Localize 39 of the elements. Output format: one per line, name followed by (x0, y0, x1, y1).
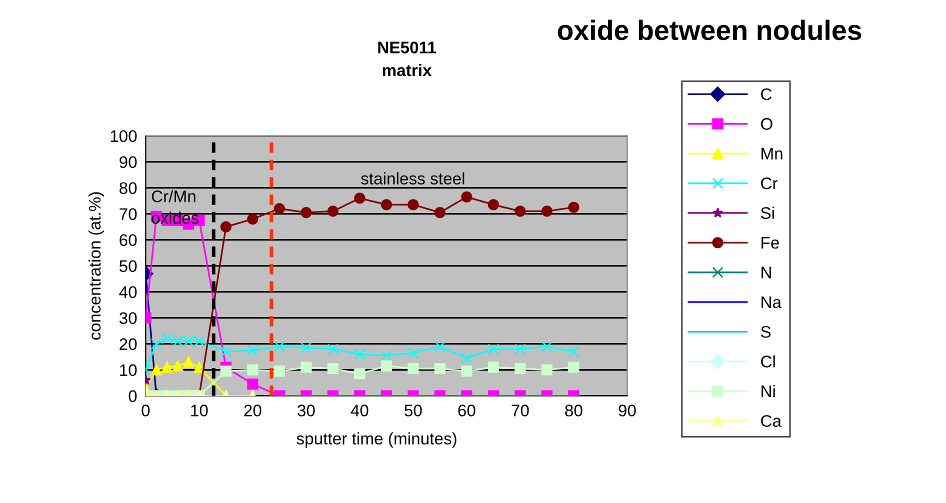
legend-label: Mn (762, 148, 782, 160)
y-tick-label: 40 (119, 286, 137, 298)
y-axis-title: concentration (at.%) (88, 192, 104, 340)
y-tick-label: 0 (128, 390, 137, 402)
x-tick-label: 90 (618, 404, 636, 416)
legend-label: N (762, 266, 771, 278)
y-tick-label: 90 (120, 156, 137, 168)
y-tick-label: 20 (120, 338, 137, 350)
legend-label: Ca (761, 415, 782, 427)
y-tick-label: 10 (120, 364, 137, 376)
x-tick-label: 10 (191, 404, 208, 416)
annotation: stainless steel (361, 172, 464, 184)
legend-label: Na (762, 296, 782, 308)
text: oxide between nodules (558, 20, 862, 40)
legend-label: Cl (761, 355, 775, 368)
y-tick-label: 80 (120, 182, 137, 194)
chart-subtitle: NE5011 matrix (378, 42, 436, 76)
x-axis-title: sputter time (minutes) (296, 432, 456, 448)
y-tick-label: 30 (119, 312, 137, 324)
x-tick-label: 30 (298, 404, 315, 416)
legend-label: Ni (762, 384, 775, 398)
x-tick-label: 40 (350, 404, 368, 416)
legend-label: C (761, 88, 772, 100)
x-tick-label: 0 (142, 404, 150, 416)
legend-label: S (760, 326, 771, 338)
y-tick-label: 100 (110, 130, 137, 142)
x-tick-label: 80 (565, 404, 582, 416)
x-tick-label: 20 (244, 404, 262, 416)
legend-label: Cr (761, 177, 778, 190)
legend-label: O (761, 118, 772, 130)
x-tick-label: 60 (458, 404, 476, 416)
legend-label: Fe (762, 237, 779, 249)
legend-label: Si (760, 206, 774, 219)
annotation: Cr/Mn oxides (152, 190, 199, 224)
y-tick-label: 70 (120, 208, 137, 220)
x-tick-label: 50 (404, 404, 422, 416)
y-tick-label: 60 (120, 234, 137, 246)
y-tick-label: 50 (119, 260, 137, 272)
x-tick-label: 70 (512, 404, 529, 416)
